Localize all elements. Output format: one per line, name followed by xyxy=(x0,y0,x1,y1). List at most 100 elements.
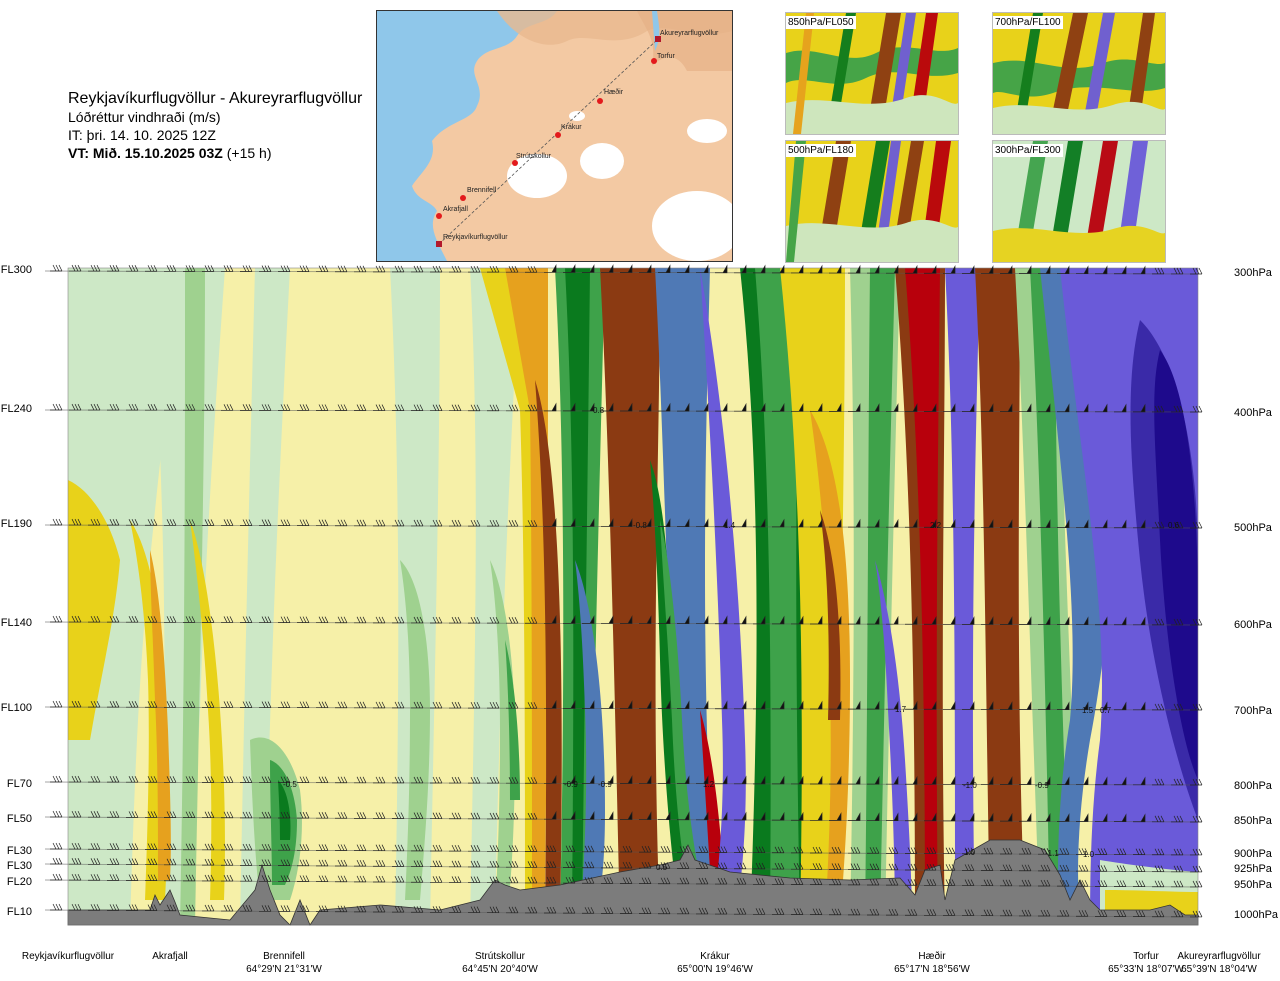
fl-label: FL50 xyxy=(7,813,32,825)
wind-barb xyxy=(145,904,158,911)
wind-barb xyxy=(1171,910,1184,918)
wind-barb xyxy=(620,518,633,527)
thumbnail-700hpa[interactable]: 700hPa/FL100 xyxy=(992,12,1166,135)
wind-barb xyxy=(696,877,709,885)
wind-barb xyxy=(1114,865,1127,872)
wind-barb xyxy=(1190,405,1203,413)
location-name: Hæðir xyxy=(918,951,946,962)
wind-barb xyxy=(1114,848,1127,855)
wind-barb xyxy=(1057,848,1070,855)
wind-barb xyxy=(544,845,557,852)
location-label: Krákur 65°00'N 19°46'W xyxy=(677,950,753,976)
fl-label: FL30 xyxy=(7,860,32,872)
wind-barb xyxy=(905,812,918,822)
wind-barb xyxy=(202,811,215,819)
wind-barb xyxy=(525,861,538,868)
wind-barb xyxy=(145,858,158,866)
wind-barb xyxy=(1076,701,1089,711)
issue-time: IT: þri. 14. 10. 2025 12Z xyxy=(68,127,216,143)
wind-barb xyxy=(829,264,842,274)
wind-barb xyxy=(601,264,614,273)
wind-barb xyxy=(259,859,272,866)
wind-barb xyxy=(563,402,576,412)
wind-barb xyxy=(373,701,386,709)
wind-barb xyxy=(468,265,481,273)
wind-barb xyxy=(278,776,291,783)
wind-barb xyxy=(582,861,595,869)
wind-barb xyxy=(582,700,595,709)
wind-barb xyxy=(677,402,690,412)
wind-barb xyxy=(126,811,139,818)
wind-barb xyxy=(373,860,386,867)
wind-barb xyxy=(468,776,481,784)
wind-barb xyxy=(848,812,861,821)
wind-barb xyxy=(696,615,709,625)
wind-barb xyxy=(772,846,785,854)
wind-barb xyxy=(905,615,918,625)
wind-barb xyxy=(297,859,310,867)
wind-barb xyxy=(259,519,272,526)
wind-barb xyxy=(392,905,405,913)
wind-barb xyxy=(1152,815,1165,823)
wind-barb xyxy=(411,701,424,709)
value-label: 0.5 xyxy=(656,863,668,872)
wind-barb xyxy=(886,518,899,528)
wind-barb xyxy=(886,878,899,886)
wind-barb xyxy=(525,906,538,914)
wind-barb xyxy=(582,877,595,884)
wind-barb xyxy=(1038,812,1051,822)
wind-barb xyxy=(126,701,139,708)
wind-barb xyxy=(240,616,253,623)
wind-barb xyxy=(107,858,120,865)
wind-barb xyxy=(297,844,310,851)
wind-barb xyxy=(1152,405,1165,413)
map-label-torfur: Torfur xyxy=(657,53,676,60)
wind-barb xyxy=(259,811,272,819)
wind-barb xyxy=(183,904,196,912)
thumbnail-300hpa[interactable]: 300hPa/FL300 xyxy=(992,140,1166,263)
wind-barb xyxy=(221,904,234,912)
wind-barb xyxy=(715,264,728,274)
wind-barb xyxy=(1133,776,1146,786)
wind-barb xyxy=(1152,880,1165,888)
wind-barb xyxy=(202,519,215,526)
wind-barb xyxy=(164,874,177,882)
wind-barb xyxy=(430,519,443,527)
map-station-markers xyxy=(436,36,661,247)
wind-barb xyxy=(601,775,614,784)
wind-barb xyxy=(1095,616,1108,626)
wind-barb xyxy=(905,264,918,274)
wind-barb xyxy=(1190,910,1203,918)
wind-barb xyxy=(354,701,367,709)
wind-barb xyxy=(905,700,918,710)
wind-barb xyxy=(563,845,576,853)
value-label: 0.7 xyxy=(1100,706,1112,715)
location-coord: 65°33'N 18°07'W xyxy=(1108,964,1184,975)
wind-barb xyxy=(677,811,690,821)
wind-barb xyxy=(335,812,348,819)
wind-barb xyxy=(145,843,158,850)
wind-barb xyxy=(677,775,690,784)
thumbnail-850hpa[interactable]: 850hPa/FL050 xyxy=(785,12,959,135)
wind-barb xyxy=(107,904,120,911)
wind-barb xyxy=(506,266,519,273)
wind-barb xyxy=(544,861,557,868)
wind-barb xyxy=(316,616,329,624)
wind-barb xyxy=(1038,403,1051,413)
wind-barb xyxy=(88,843,101,850)
wind-barb xyxy=(373,616,386,624)
wind-barb xyxy=(1076,776,1089,786)
wind-barb xyxy=(88,518,101,526)
wind-barb xyxy=(1076,910,1089,917)
wind-barb xyxy=(943,776,956,785)
wind-barb xyxy=(829,812,842,821)
wind-barb xyxy=(905,879,918,886)
wind-barb xyxy=(791,846,804,854)
wind-barb xyxy=(905,863,918,871)
wind-barb xyxy=(506,617,519,624)
wind-barb xyxy=(658,775,671,784)
wind-barb xyxy=(506,777,519,784)
thumbnail-500hpa[interactable]: 500hPa/FL180 xyxy=(785,140,959,263)
wind-barb xyxy=(1190,267,1203,275)
wind-barb xyxy=(1133,403,1146,413)
